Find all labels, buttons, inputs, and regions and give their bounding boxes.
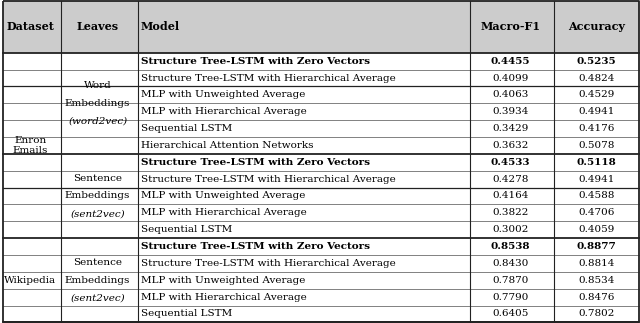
Text: (word2vec): (word2vec) (68, 117, 127, 126)
Text: Structure Tree-LSTM with Zero Vectors: Structure Tree-LSTM with Zero Vectors (141, 158, 371, 167)
Text: Dataset: Dataset (6, 21, 54, 32)
Text: Hierarchical Attention Networks: Hierarchical Attention Networks (141, 141, 314, 150)
Text: Enron
Emails: Enron Emails (13, 136, 48, 155)
Text: MLP with Unweighted Average: MLP with Unweighted Average (141, 276, 306, 285)
Text: Embeddings: Embeddings (65, 99, 131, 108)
Text: 0.4533: 0.4533 (491, 158, 530, 167)
Text: MLP with Hierarchical Average: MLP with Hierarchical Average (141, 107, 307, 116)
Text: 0.3429: 0.3429 (492, 124, 529, 133)
Text: 0.8534: 0.8534 (578, 276, 614, 285)
Text: 0.8538: 0.8538 (491, 242, 530, 251)
Text: 0.3822: 0.3822 (492, 208, 529, 217)
Text: 0.3934: 0.3934 (492, 107, 529, 116)
Text: Structure Tree-LSTM with Hierarchical Average: Structure Tree-LSTM with Hierarchical Av… (141, 74, 396, 83)
Text: 0.4278: 0.4278 (492, 175, 529, 184)
Text: 0.8430: 0.8430 (492, 259, 529, 268)
Text: 0.7870: 0.7870 (492, 276, 529, 285)
Text: Sequential LSTM: Sequential LSTM (141, 309, 233, 318)
Text: Macro-F1: Macro-F1 (481, 21, 540, 32)
Text: 0.4455: 0.4455 (491, 57, 530, 66)
Text: MLP with Hierarchical Average: MLP with Hierarchical Average (141, 293, 307, 302)
Text: 0.7790: 0.7790 (492, 293, 529, 302)
Text: 0.5118: 0.5118 (576, 158, 616, 167)
Text: MLP with Unweighted Average: MLP with Unweighted Average (141, 90, 306, 99)
Text: Embeddings: Embeddings (65, 192, 131, 201)
Text: 0.6405: 0.6405 (492, 309, 529, 318)
Text: 0.3002: 0.3002 (492, 225, 529, 234)
Text: Wikipedia: Wikipedia (4, 276, 56, 285)
Text: 0.4099: 0.4099 (492, 74, 529, 83)
Text: 0.4063: 0.4063 (492, 90, 529, 99)
Text: 0.8814: 0.8814 (578, 259, 614, 268)
Text: Sentence: Sentence (73, 258, 122, 267)
Text: Structure Tree-LSTM with Hierarchical Average: Structure Tree-LSTM with Hierarchical Av… (141, 175, 396, 184)
Text: Embeddings: Embeddings (65, 276, 131, 285)
Text: 0.4941: 0.4941 (578, 107, 614, 116)
Text: 0.4824: 0.4824 (578, 74, 614, 83)
Text: 0.4588: 0.4588 (578, 192, 614, 201)
Text: Structure Tree-LSTM with Zero Vectors: Structure Tree-LSTM with Zero Vectors (141, 242, 371, 251)
Text: MLP with Hierarchical Average: MLP with Hierarchical Average (141, 208, 307, 217)
Text: Leaves: Leaves (77, 21, 118, 32)
Text: 0.4059: 0.4059 (578, 225, 614, 234)
Text: 0.7802: 0.7802 (578, 309, 614, 318)
Text: Accuracy: Accuracy (568, 21, 625, 32)
Text: Structure Tree-LSTM with Hierarchical Average: Structure Tree-LSTM with Hierarchical Av… (141, 259, 396, 268)
Text: Sentence: Sentence (73, 174, 122, 183)
Text: (sent2vec): (sent2vec) (70, 209, 125, 218)
Text: Sequential LSTM: Sequential LSTM (141, 225, 233, 234)
Text: Sequential LSTM: Sequential LSTM (141, 124, 233, 133)
Text: Word: Word (84, 81, 111, 90)
Text: Structure Tree-LSTM with Zero Vectors: Structure Tree-LSTM with Zero Vectors (141, 57, 371, 66)
Text: Model: Model (141, 21, 180, 32)
Text: 0.8476: 0.8476 (578, 293, 614, 302)
Text: 0.8877: 0.8877 (576, 242, 616, 251)
Text: 0.4164: 0.4164 (492, 192, 529, 201)
Text: 0.3632: 0.3632 (492, 141, 529, 150)
Text: 0.5235: 0.5235 (577, 57, 616, 66)
Text: 0.4176: 0.4176 (578, 124, 614, 133)
Text: 0.4706: 0.4706 (578, 208, 614, 217)
Text: 0.5078: 0.5078 (578, 141, 614, 150)
Text: 0.4529: 0.4529 (578, 90, 614, 99)
Bar (3, 1, 639, 53)
Text: 0.4941: 0.4941 (578, 175, 614, 184)
Text: (sent2vec): (sent2vec) (70, 293, 125, 302)
Text: MLP with Unweighted Average: MLP with Unweighted Average (141, 192, 306, 201)
